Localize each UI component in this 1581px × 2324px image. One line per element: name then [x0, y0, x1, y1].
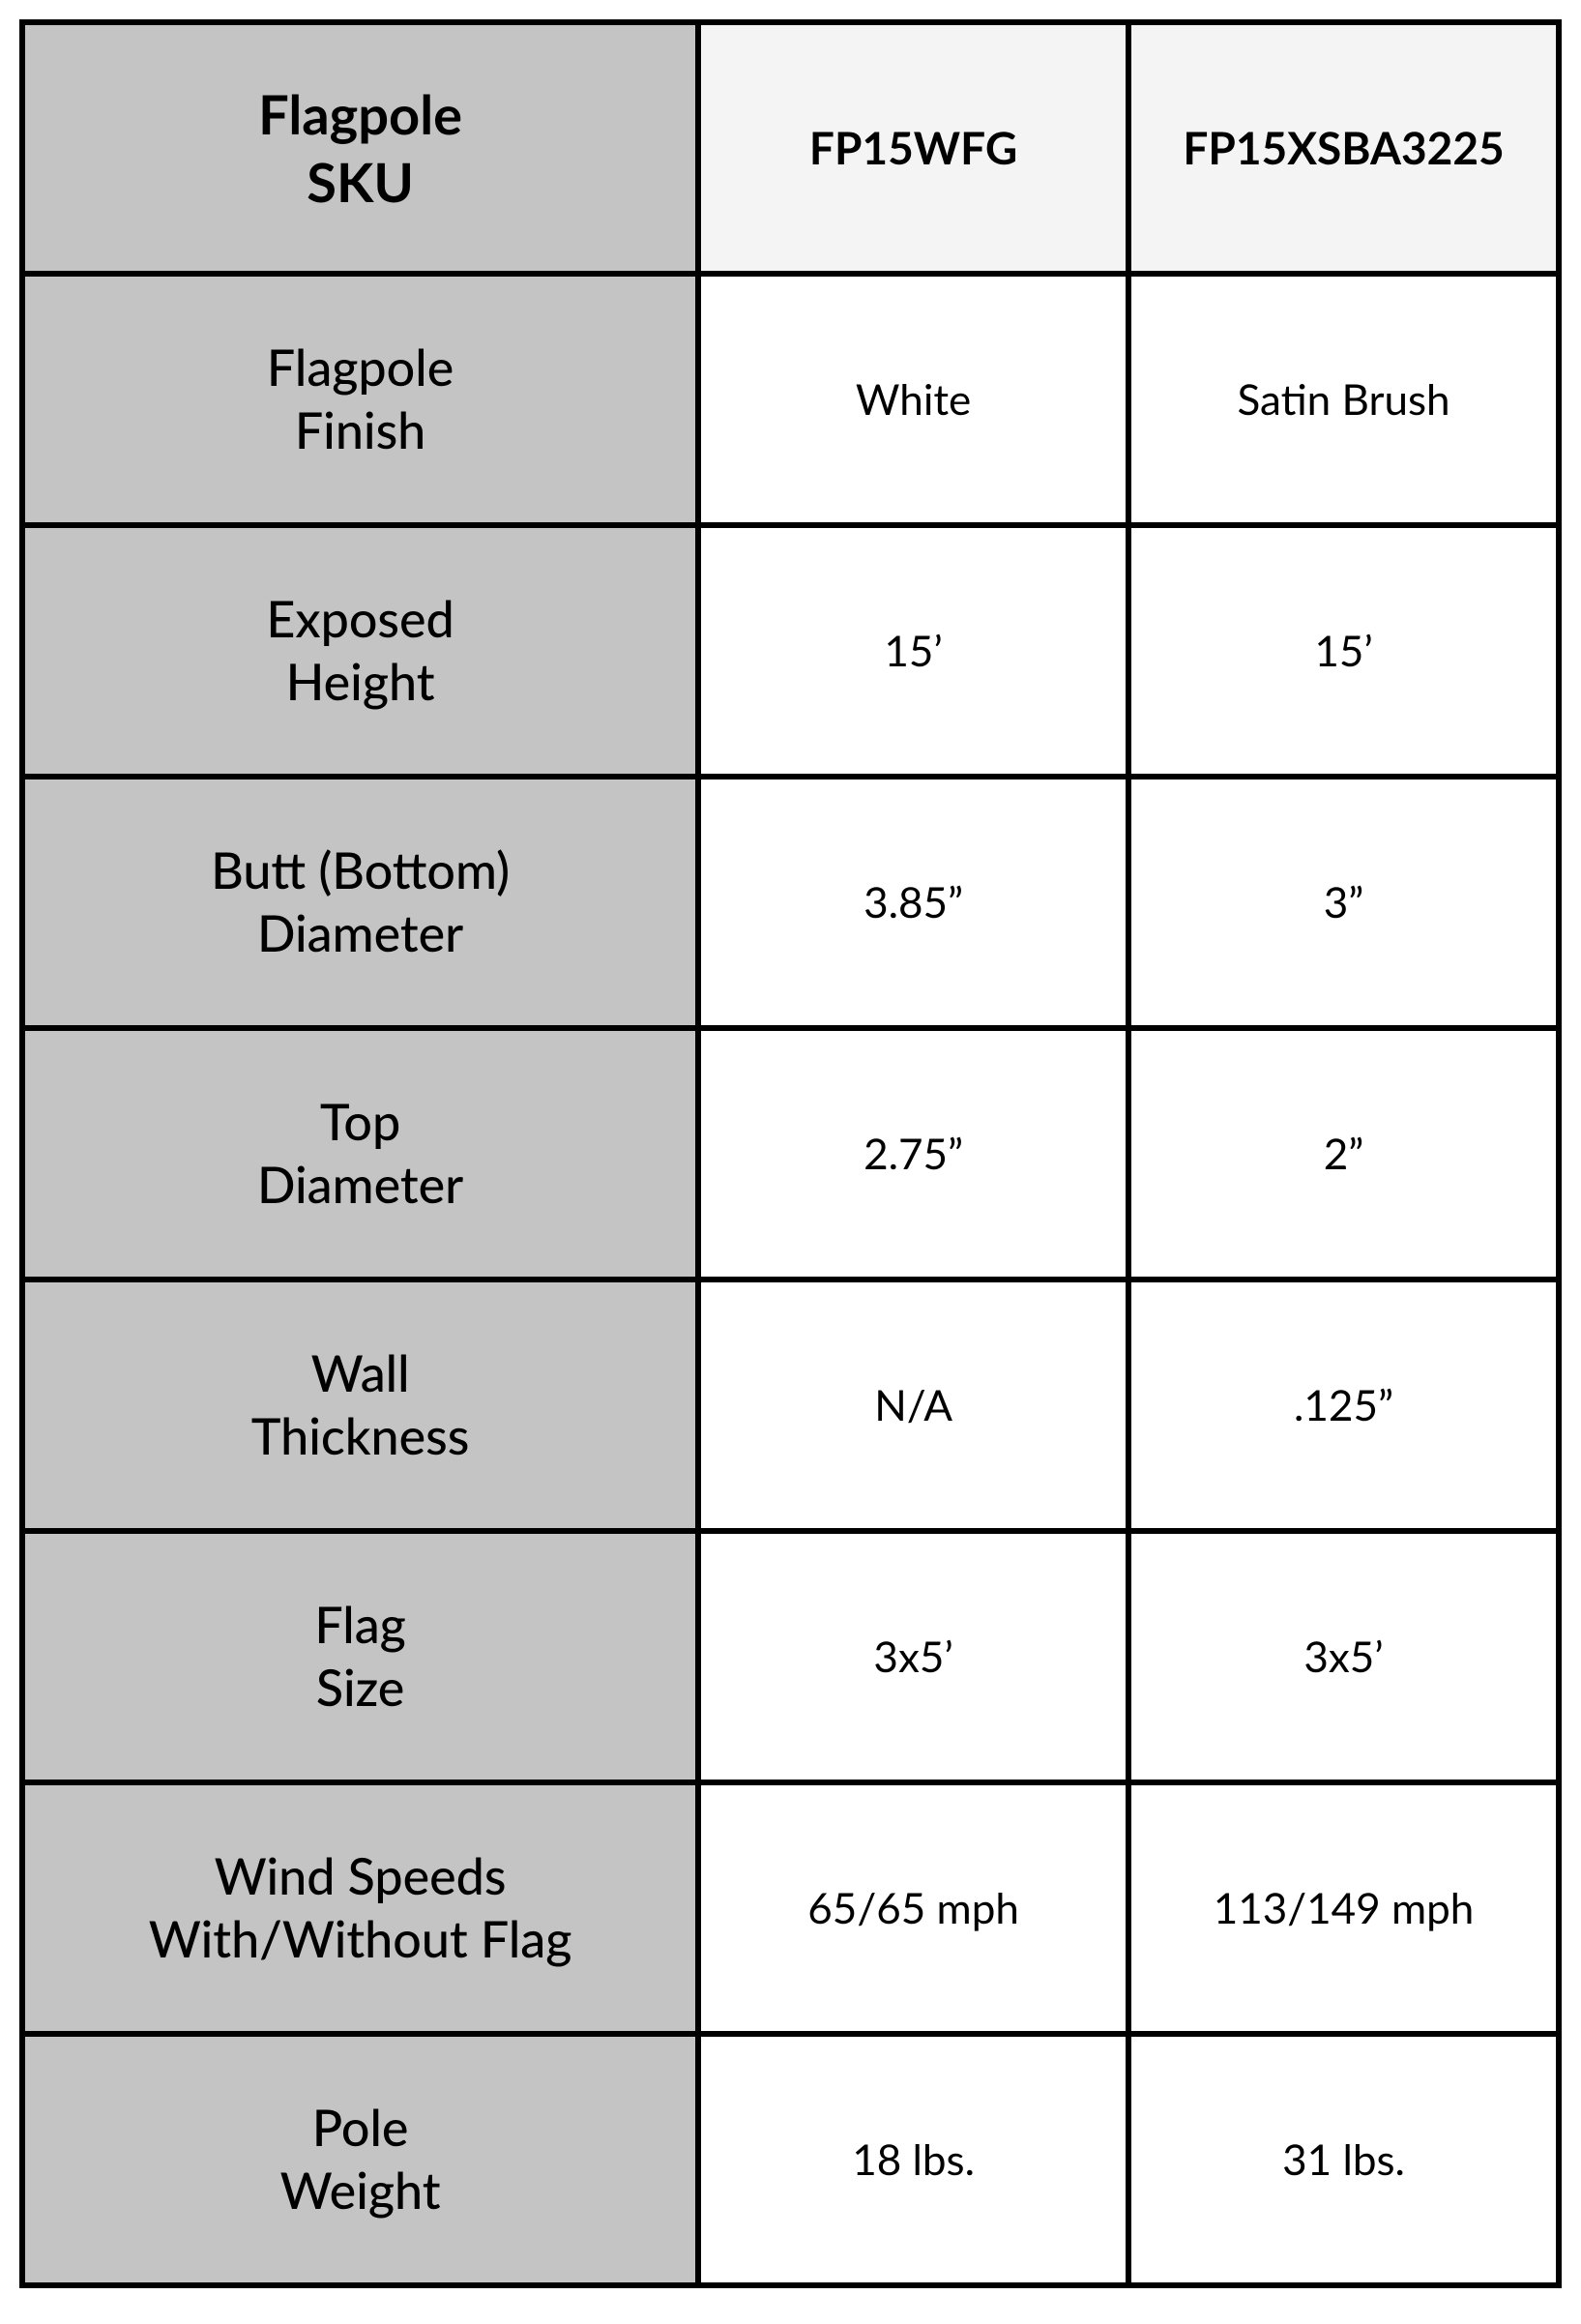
- table-row: Top Diameter 2.75” 2”: [22, 1028, 1559, 1280]
- row-label-line2: Diameter: [257, 1155, 463, 1215]
- row-label-line1: Pole: [312, 2098, 409, 2158]
- flagpole-spec-table: Flagpole SKU FP15WFG FP15XSBA3225 Flagpo…: [19, 19, 1562, 2288]
- row-label-line1: Flag: [314, 1595, 406, 1655]
- row-col2: 3”: [1128, 777, 1559, 1028]
- header-label-line2: SKU: [307, 149, 414, 214]
- row-col1: 3.85”: [698, 777, 1128, 1028]
- table-body: Flagpole SKU FP15WFG FP15XSBA3225 Flagpo…: [22, 22, 1559, 2285]
- row-label: Wind Speeds With/Without Flag: [22, 1782, 698, 2034]
- row-label: Top Diameter: [22, 1028, 698, 1280]
- row-col2: .125”: [1128, 1280, 1559, 1531]
- table-row: Pole Weight 18 lbs. 31 lbs.: [22, 2034, 1559, 2285]
- row-col2: Satin Brush: [1128, 274, 1559, 525]
- row-label: Exposed Height: [22, 525, 698, 777]
- row-col2: 31 lbs.: [1128, 2034, 1559, 2285]
- row-col1: White: [698, 274, 1128, 525]
- row-col1: 65/65 mph: [698, 1782, 1128, 2034]
- header-label-line1: Flagpole: [258, 81, 462, 146]
- row-label: Pole Weight: [22, 2034, 698, 2285]
- row-label-line2: Weight: [280, 2161, 441, 2221]
- row-col1: 15’: [698, 525, 1128, 777]
- row-col2: 113/149 mph: [1128, 1782, 1559, 2034]
- row-label-line2: With/Without Flag: [149, 1909, 572, 1969]
- header-col1: FP15WFG: [698, 22, 1128, 274]
- row-label-line1: Flagpole: [267, 338, 454, 397]
- row-label-line2: Thickness: [251, 1406, 470, 1466]
- row-label-line2: Size: [316, 1658, 404, 1718]
- row-label-line1: Wind Speeds: [215, 1846, 507, 1906]
- table-row: Exposed Height 15’ 15’: [22, 525, 1559, 777]
- row-label-line1: Top: [320, 1092, 400, 1152]
- row-label-line2: Diameter: [257, 903, 463, 963]
- table-row: Flagpole Finish White Satin Brush: [22, 274, 1559, 525]
- table-row: Flag Size 3x5’ 3x5’: [22, 1531, 1559, 1782]
- row-col2: 15’: [1128, 525, 1559, 777]
- row-label: Butt (Bottom) Diameter: [22, 777, 698, 1028]
- table-row: Wall Thickness N/A .125”: [22, 1280, 1559, 1531]
- row-label-line1: Wall: [311, 1343, 410, 1403]
- row-label: Wall Thickness: [22, 1280, 698, 1531]
- row-label: Flagpole Finish: [22, 274, 698, 525]
- row-col2: 2”: [1128, 1028, 1559, 1280]
- row-col1: 2.75”: [698, 1028, 1128, 1280]
- row-label: Flag Size: [22, 1531, 698, 1782]
- row-label-line1: Butt (Bottom): [211, 840, 510, 900]
- row-col2: 3x5’: [1128, 1531, 1559, 1782]
- row-col1: N/A: [698, 1280, 1128, 1531]
- row-col1: 3x5’: [698, 1531, 1128, 1782]
- header-row-label: Flagpole SKU: [22, 22, 698, 274]
- header-col2: FP15XSBA3225: [1128, 22, 1559, 274]
- table-row: Butt (Bottom) Diameter 3.85” 3”: [22, 777, 1559, 1028]
- row-col1: 18 lbs.: [698, 2034, 1128, 2285]
- table-row: Wind Speeds With/Without Flag 65/65 mph …: [22, 1782, 1559, 2034]
- row-label-line2: Height: [286, 652, 435, 712]
- row-label-line2: Finish: [295, 400, 425, 460]
- row-label-line1: Exposed: [266, 589, 454, 649]
- table-header-row: Flagpole SKU FP15WFG FP15XSBA3225: [22, 22, 1559, 274]
